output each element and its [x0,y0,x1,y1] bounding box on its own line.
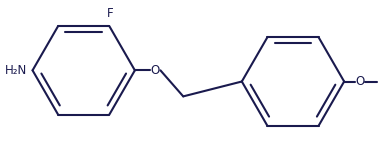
Text: O: O [356,75,365,88]
Text: F: F [107,7,113,20]
Text: H₂N: H₂N [5,64,27,77]
Text: O: O [151,64,160,77]
